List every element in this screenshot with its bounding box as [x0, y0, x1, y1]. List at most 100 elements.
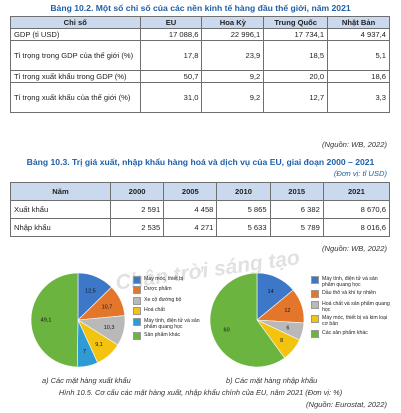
legend-item: Hoá chất và sản phẩm quang học: [311, 300, 391, 313]
table-row: Tỉ trọng xuất khẩu của thế giới (%) 31,0…: [10, 82, 390, 113]
legend-swatch: [311, 290, 319, 299]
import-caption: b) Các mặt hàng nhập khẩu: [226, 376, 318, 385]
legend-swatch: [133, 331, 141, 340]
legend-item: Xe cộ đường bộ: [133, 296, 205, 305]
figure-caption: Hình 10.5. Cơ cấu các mặt hàng xuất, nhậ…: [58, 388, 343, 397]
row-label: Tỉ trọng xuất khẩu trong GDP (%): [10, 70, 141, 83]
table2-header: 2021: [322, 182, 391, 201]
legend-label: Sản phẩm khác: [144, 331, 181, 338]
legend-item: Máy móc, thiết bị và kim loại cơ bản: [311, 315, 391, 327]
legend-item: Máy tính, điện tử và sản phẩm quang học: [133, 317, 205, 330]
cell: 6 382: [269, 200, 324, 219]
cell: 18,6: [327, 70, 390, 83]
legend-swatch: [311, 315, 319, 324]
pie-slice: [30, 272, 79, 368]
cell: 17,8: [139, 40, 203, 71]
legend-label: Hoá chất và sản phẩm quang học: [322, 300, 390, 313]
table-row: Nhập khẩu 2 535 4 271 5 633 5 789 8 016,…: [10, 218, 391, 237]
legend-item: Máy tính, điện tử và sản phẩm quang học: [311, 276, 391, 288]
export-caption: a) Các mặt hàng xuất khẩu: [42, 376, 131, 385]
table-row: GDP (tỉ USD) 17 088,6 22 996,1 17 734,1 …: [10, 28, 390, 41]
cell: 9,2: [201, 70, 265, 83]
cell: 31,0: [139, 82, 203, 113]
pie-value-label: 60: [224, 328, 230, 334]
cell: 2 535: [109, 218, 165, 237]
cell: 4 271: [163, 218, 218, 237]
table1: Chỉ số EU Hoa Kỳ Trung Quốc Nhật Bản GDP…: [10, 16, 390, 113]
legend-item: Sản phẩm khác: [133, 331, 205, 340]
pie-value-label: 12: [284, 308, 290, 314]
cell: 5 865: [216, 200, 271, 219]
cell: 4 937,4: [327, 28, 390, 41]
pie-value-label: 10,7: [102, 304, 113, 310]
table2-header: 2005: [163, 182, 218, 201]
table2: Năm 2000 2005 2010 2015 2021 Xuất khẩu 2…: [10, 182, 391, 237]
legend-swatch: [133, 296, 141, 305]
table2-header: 2015: [269, 182, 324, 201]
legend-item: Các sản phẩm khác: [311, 329, 391, 338]
table-row: Tỉ trọng trong GDP của thế giới (%) 17,8…: [10, 40, 390, 71]
pie-value-label: 10,3: [104, 325, 115, 331]
pie-value-label: 49,1: [41, 318, 52, 324]
legend-item: Hoá chất: [133, 307, 205, 316]
table-row: Xuất khẩu 2 591 4 458 5 865 6 382 8 670,…: [10, 200, 391, 219]
table2-header: Năm: [10, 182, 111, 201]
table2-header: 2000: [109, 182, 165, 201]
cell: 9,2: [201, 82, 265, 113]
legend-swatch: [311, 276, 319, 284]
legend-swatch: [133, 276, 141, 284]
row-label: Tỉ trọng trong GDP của thế giới (%): [10, 40, 141, 71]
table-row: Tỉ trọng xuất khẩu trong GDP (%) 50,7 9,…: [10, 70, 390, 83]
legend-swatch: [311, 329, 319, 338]
legend-swatch: [133, 286, 141, 295]
pie-value-label: 14: [268, 289, 274, 295]
pie-value-label: 6: [286, 326, 289, 332]
cell: 50,7: [139, 70, 203, 83]
legend-swatch: [133, 317, 141, 326]
table1-header: Trung Quốc: [263, 16, 329, 29]
table2-source: (Nguồn: WB, 2022): [322, 244, 387, 253]
legend-label: Máy móc, thiết bị: [144, 276, 184, 282]
legend-label: Máy móc, thiết bị và kim loại cơ bản: [322, 315, 388, 328]
legend-swatch: [133, 307, 141, 316]
table1-header: Chỉ số: [10, 16, 141, 29]
import-legend: Máy tính, điện tử và sản phẩm quang học …: [311, 276, 391, 340]
table2-header: 2010: [216, 182, 271, 201]
table2-title: Bảng 10.3. Trị giá xuất, nhập khẩu hàng …: [26, 157, 375, 167]
cell: 20,0: [263, 70, 329, 83]
row-label: GDP (tỉ USD): [10, 28, 141, 41]
cell: 8 670,6: [322, 200, 391, 219]
cell: 17 088,6: [139, 28, 203, 41]
legend-label: Dược phẩm: [144, 286, 172, 293]
pie-value-label: 7: [83, 349, 86, 355]
figure-source: (Nguồn: Eurostat, 2022): [305, 400, 387, 409]
export-pie-chart: 12,5 10,7 10,3 9,1 7 49,1: [30, 272, 126, 368]
cell: 5 633: [216, 218, 271, 237]
pie-value-label: 12,5: [85, 288, 96, 294]
row-label: Nhập khẩu: [10, 218, 111, 237]
cell: 23,9: [201, 40, 265, 71]
legend-item: Dầu thô và khí tự nhiên: [311, 290, 391, 299]
legend-item: Máy móc, thiết bị: [133, 276, 205, 284]
table2-unit: (Đơn vị: tỉ USD): [333, 169, 387, 178]
cell: 8 016,6: [322, 218, 391, 237]
legend-label: Hoá chất: [144, 307, 165, 314]
legend-label: Máy tính, điện tử và sản phẩm quang học: [322, 276, 378, 288]
cell: 4 458: [163, 200, 218, 219]
cell: 5 789: [269, 218, 324, 237]
legend-item: Dược phẩm: [133, 286, 205, 295]
legend-swatch: [311, 300, 319, 309]
legend-label: Dầu thô và khí tự nhiên: [322, 290, 376, 297]
import-pie-chart: 14 12 68 60: [209, 272, 305, 368]
cell: 3,3: [327, 82, 390, 113]
table1-header: Nhật Bản: [327, 16, 390, 29]
table1-header: Hoa Kỳ: [201, 16, 265, 29]
cell: 12,7: [263, 82, 329, 113]
cell: 18,5: [263, 40, 329, 71]
legend-label: Máy tính, điện tử và sản phẩm quang học: [144, 317, 200, 330]
row-label: Tỉ trọng xuất khẩu của thế giới (%): [10, 82, 141, 113]
table1-title: Bảng 10.2. Một số chỉ số của các nền kin…: [50, 3, 351, 13]
row-label: Xuất khẩu: [10, 200, 111, 219]
pie-value-label: 9,1: [95, 342, 103, 348]
export-legend: Máy móc, thiết bị Dược phẩm Xe cộ đường …: [133, 276, 205, 342]
